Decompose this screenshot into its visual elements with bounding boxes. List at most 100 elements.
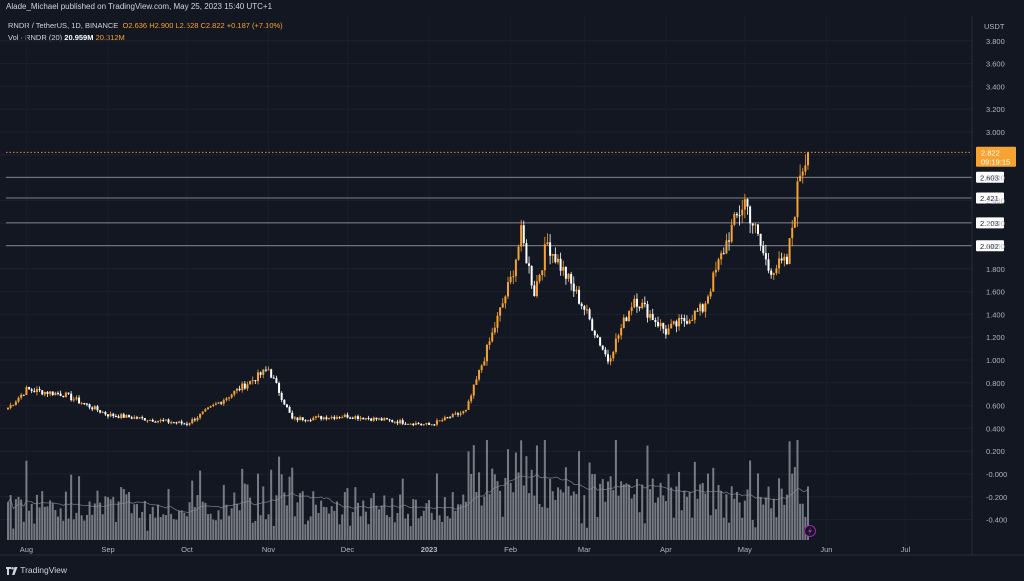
volume-bar bbox=[751, 519, 754, 540]
candle-body bbox=[588, 309, 591, 320]
candle-body bbox=[41, 390, 44, 395]
candle-body bbox=[754, 224, 757, 226]
candle-body bbox=[670, 323, 673, 329]
candle-body bbox=[62, 395, 65, 398]
level-price-label: 2.603 bbox=[980, 173, 999, 182]
candle-body bbox=[478, 370, 481, 380]
candle-body bbox=[49, 391, 52, 394]
volume-bar bbox=[659, 482, 662, 540]
candle-body bbox=[409, 423, 412, 425]
candle-body bbox=[641, 302, 644, 309]
candle-body bbox=[712, 272, 715, 292]
volume-bar bbox=[720, 490, 723, 540]
symbol-label[interactable]: RNDR / TetherUS, 1D, BINANCE bbox=[8, 21, 119, 30]
candle-body bbox=[764, 253, 767, 260]
volume-bar bbox=[235, 503, 238, 540]
volume-bar bbox=[20, 499, 23, 540]
candle-body bbox=[404, 423, 407, 425]
candle-body bbox=[520, 225, 523, 247]
candle-body bbox=[657, 322, 659, 327]
volume-bar bbox=[59, 508, 62, 540]
candle-body bbox=[333, 416, 336, 419]
volume-bar bbox=[275, 495, 278, 540]
volume-bar bbox=[772, 498, 775, 540]
volume-bar bbox=[662, 495, 665, 540]
candle-body bbox=[43, 391, 46, 395]
candle-body bbox=[364, 418, 367, 420]
candle-body bbox=[17, 397, 20, 402]
candle-body bbox=[575, 289, 578, 292]
candle-body bbox=[509, 276, 512, 283]
candle-body bbox=[596, 335, 599, 338]
candle-body bbox=[804, 165, 807, 172]
candle-body bbox=[146, 420, 149, 422]
candle-body bbox=[28, 387, 31, 390]
candle-body bbox=[307, 420, 309, 422]
volume-bar bbox=[54, 510, 57, 540]
footer-brand[interactable]: TradingView bbox=[6, 565, 67, 575]
candle-body bbox=[551, 253, 554, 256]
volume-bar bbox=[270, 469, 273, 540]
candle-body bbox=[549, 242, 552, 256]
volume-bar bbox=[704, 493, 707, 540]
price-tick-label: 1.600 bbox=[986, 288, 1005, 297]
volume-bar bbox=[609, 476, 612, 540]
volume-bar bbox=[807, 486, 809, 540]
volume-bar bbox=[209, 513, 212, 540]
candle-body bbox=[399, 420, 402, 424]
volume-bar bbox=[580, 523, 583, 540]
candle-body bbox=[472, 384, 475, 396]
volume-bar bbox=[422, 510, 425, 540]
candle-body bbox=[70, 393, 73, 401]
volume-bar bbox=[285, 505, 288, 540]
level-price-tag bbox=[976, 171, 1004, 183]
volume-bar bbox=[643, 523, 646, 540]
candle-body bbox=[738, 215, 741, 217]
volume-bar bbox=[475, 491, 478, 540]
volume-bar bbox=[467, 451, 470, 540]
candle-body bbox=[564, 267, 567, 279]
candle-body bbox=[104, 412, 107, 415]
price-tick-label: 0.200 bbox=[986, 447, 1005, 456]
candle-body bbox=[701, 304, 704, 312]
volume-bar bbox=[749, 460, 752, 540]
candle-body bbox=[643, 302, 646, 305]
volume-bar bbox=[651, 478, 654, 540]
volume-bar bbox=[143, 501, 146, 540]
time-tick-label: Nov bbox=[262, 545, 276, 554]
candle-body bbox=[257, 372, 259, 382]
volume-bar bbox=[543, 440, 546, 540]
candle-body bbox=[191, 419, 194, 424]
candle-body bbox=[259, 372, 262, 375]
candle-body bbox=[675, 321, 678, 327]
candle-body bbox=[449, 417, 452, 419]
candle-body bbox=[114, 416, 117, 418]
candle-body bbox=[243, 383, 246, 389]
volume-bar bbox=[504, 477, 507, 540]
volume-bar bbox=[164, 515, 167, 540]
candle-body bbox=[214, 403, 217, 405]
price-tick-label: 2.400 bbox=[986, 196, 1005, 205]
volume-bar bbox=[212, 519, 215, 540]
volume-bar bbox=[675, 486, 678, 540]
volume-bar bbox=[420, 516, 423, 540]
candle-body bbox=[291, 412, 294, 419]
candle-body bbox=[612, 351, 615, 359]
volume-bar bbox=[696, 498, 699, 540]
candle-body bbox=[25, 387, 28, 396]
volume-bar bbox=[501, 516, 504, 540]
volume-bar bbox=[257, 473, 259, 540]
volume-label[interactable]: Vol · RNDR (20) bbox=[8, 33, 63, 42]
volume-bar bbox=[630, 498, 633, 540]
volume-bar bbox=[280, 474, 283, 540]
volume-bar bbox=[425, 503, 428, 540]
candle-body bbox=[341, 417, 344, 419]
volume-bar bbox=[96, 490, 99, 540]
volume-bar bbox=[222, 485, 225, 540]
price-unit: USDT bbox=[984, 22, 1005, 31]
candle-body bbox=[230, 394, 233, 398]
candle-body bbox=[717, 259, 720, 270]
volume-bar bbox=[759, 496, 762, 540]
volume-bar bbox=[678, 471, 681, 540]
